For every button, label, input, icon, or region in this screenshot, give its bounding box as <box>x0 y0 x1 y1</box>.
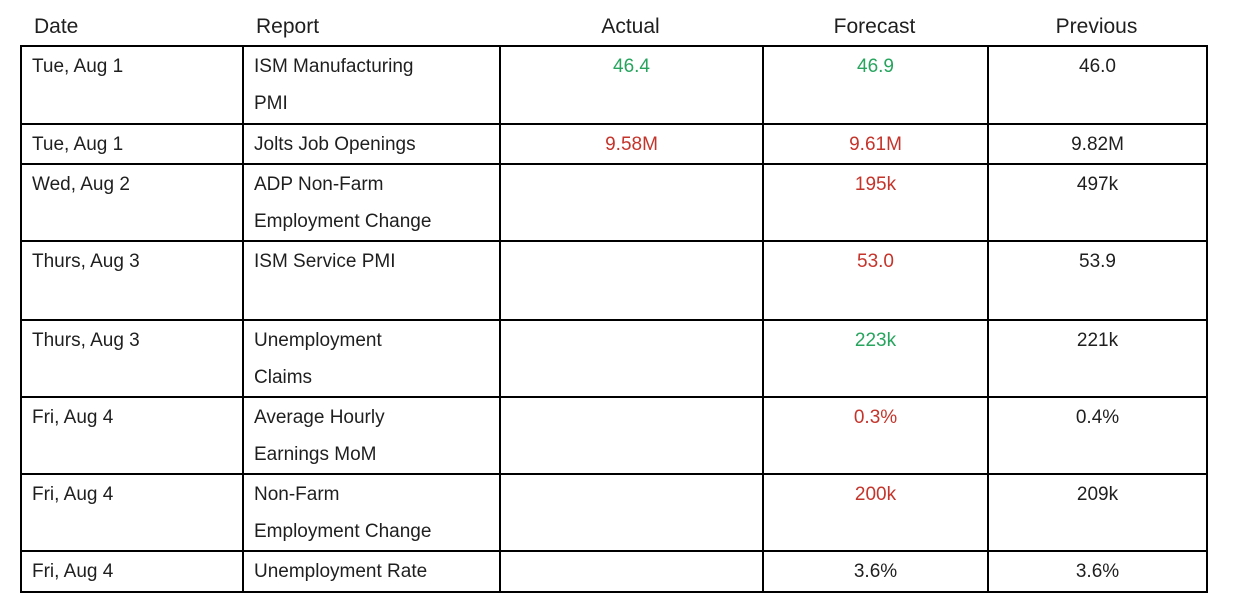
actual-cell: 46.4 <box>499 45 764 125</box>
report-line: Employment Change <box>254 211 432 232</box>
column-header-actual: Actual <box>601 15 660 38</box>
table-header-row: Date Report Actual Forecast Previous <box>20 8 1206 45</box>
report-cell: ADP Non-Farm Employment Change <box>242 163 501 242</box>
report-line: ISM Manufacturing <box>254 56 414 77</box>
previous-cell: 497k <box>987 163 1208 242</box>
forecast-cell: 53.0 <box>762 240 989 321</box>
previous-cell: 46.0 <box>987 45 1208 125</box>
actual-cell <box>499 319 764 398</box>
report-line: PMI <box>254 93 288 114</box>
actual-cell: 9.58M <box>499 123 764 165</box>
report-cell: Unemployment Claims <box>242 319 501 398</box>
table-row: Fri, Aug 4 Average Hourly Earnings MoM 0… <box>20 396 1208 475</box>
report-line: Unemployment Rate <box>254 561 428 582</box>
economic-calendar-table: Tue, Aug 1 ISM Manufacturing PMI 46.4 46… <box>20 45 1208 593</box>
date-cell: Thurs, Aug 3 <box>20 319 244 398</box>
table-row: Tue, Aug 1 ISM Manufacturing PMI 46.4 46… <box>20 45 1208 125</box>
table-row: Wed, Aug 2 ADP Non-Farm Employment Chang… <box>20 163 1208 242</box>
forecast-cell: 3.6% <box>762 550 989 593</box>
column-header-previous: Previous <box>1055 15 1138 38</box>
report-line: Non-Farm <box>254 484 340 505</box>
report-cell: Jolts Job Openings <box>242 123 501 165</box>
table-row: Fri, Aug 4 Non-Farm Employment Change 20… <box>20 473 1208 552</box>
date-cell: Fri, Aug 4 <box>20 396 244 475</box>
column-header-forecast: Forecast <box>833 15 916 38</box>
table-row: Tue, Aug 1 Jolts Job Openings 9.58M 9.61… <box>20 123 1208 165</box>
forecast-cell: 223k <box>762 319 989 398</box>
forecast-cell: 9.61M <box>762 123 989 165</box>
previous-cell: 0.4% <box>987 396 1208 475</box>
date-cell: Tue, Aug 1 <box>20 45 244 125</box>
report-cell: Non-Farm Employment Change <box>242 473 501 552</box>
previous-cell: 3.6% <box>987 550 1208 593</box>
economic-calendar: Date Report Actual Forecast Previous Tue… <box>20 8 1208 593</box>
report-cell: Unemployment Rate <box>242 550 501 593</box>
column-header-date: Date <box>34 15 79 38</box>
actual-cell <box>499 473 764 552</box>
report-line: Earnings MoM <box>254 444 377 465</box>
previous-cell: 53.9 <box>987 240 1208 321</box>
table-row: Thurs, Aug 3 ISM Service PMI 53.0 53.9 <box>20 240 1208 321</box>
actual-cell <box>499 240 764 321</box>
previous-cell: 209k <box>987 473 1208 552</box>
column-header-report: Report <box>256 15 320 38</box>
report-line: ISM Service PMI <box>254 251 396 272</box>
previous-cell: 221k <box>987 319 1208 398</box>
actual-cell <box>499 396 764 475</box>
report-line: Average Hourly <box>254 407 385 428</box>
forecast-cell: 46.9 <box>762 45 989 125</box>
date-cell: Fri, Aug 4 <box>20 550 244 593</box>
forecast-cell: 0.3% <box>762 396 989 475</box>
date-cell: Thurs, Aug 3 <box>20 240 244 321</box>
report-line: Unemployment <box>254 330 382 351</box>
report-line: Employment Change <box>254 521 432 542</box>
forecast-cell: 200k <box>762 473 989 552</box>
report-line: Jolts Job Openings <box>254 134 416 155</box>
actual-cell <box>499 163 764 242</box>
table-row: Thurs, Aug 3 Unemployment Claims 223k 22… <box>20 319 1208 398</box>
report-line: Claims <box>254 367 313 388</box>
actual-cell <box>499 550 764 593</box>
date-cell: Fri, Aug 4 <box>20 473 244 552</box>
report-cell: ISM Service PMI <box>242 240 501 321</box>
report-cell: Average Hourly Earnings MoM <box>242 396 501 475</box>
previous-cell: 9.82M <box>987 123 1208 165</box>
report-line: ADP Non-Farm <box>254 174 384 195</box>
forecast-cell: 195k <box>762 163 989 242</box>
date-cell: Wed, Aug 2 <box>20 163 244 242</box>
report-cell: ISM Manufacturing PMI <box>242 45 501 125</box>
table-row: Fri, Aug 4 Unemployment Rate 3.6% 3.6% <box>20 550 1208 593</box>
date-cell: Tue, Aug 1 <box>20 123 244 165</box>
